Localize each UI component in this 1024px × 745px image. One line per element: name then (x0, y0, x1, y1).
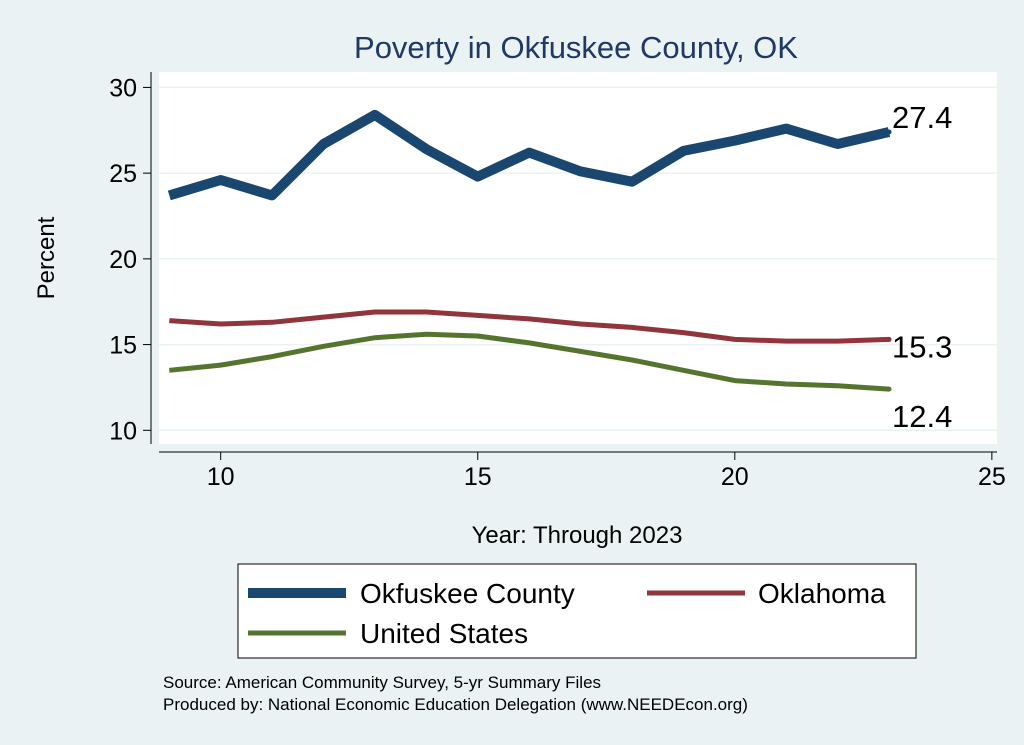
x-axis-title: Year: Through 2023 (472, 522, 683, 549)
end-point-oklahoma (886, 336, 892, 342)
x-tick-label-20: 20 (721, 463, 749, 491)
y-tick-label-10: 10 (109, 417, 137, 445)
series-lines (167, 109, 891, 392)
y-tick-label-30: 30 (109, 74, 137, 102)
end-label-united-states: 12.4 (892, 399, 952, 434)
end-label-okfuskee-county: 27.4 (892, 100, 952, 135)
x-tick-label-25: 25 (978, 463, 1006, 491)
series-line-oklahoma (169, 309, 890, 344)
x-ticks: 10 15 20 25 (207, 452, 1006, 491)
legend: Okfuskee County Oklahoma United States (237, 563, 917, 659)
source-note: Source: American Community Survey, 5-yr … (163, 673, 601, 692)
legend-box (237, 563, 917, 659)
legend-label-united-states: United States (360, 618, 528, 649)
end-point-okfuskee-county (886, 129, 892, 135)
x-tick-label-15: 15 (464, 463, 492, 491)
y-axis: 10 15 20 25 30 (109, 72, 152, 445)
x-tick-label-10: 10 (207, 463, 235, 491)
y-tick-label-25: 25 (109, 160, 137, 188)
legend-label-oklahoma: Oklahoma (758, 578, 886, 609)
chart-title: Poverty in Okfuskee County, OK (354, 30, 798, 65)
y-tick-label-15: 15 (109, 332, 137, 360)
end-label-oklahoma: 15.3 (892, 329, 952, 364)
y-tick-label-20: 20 (109, 246, 137, 274)
legend-label-okfuskee: Okfuskee County (360, 578, 575, 609)
end-labels: 27.4 15.3 12.4 (886, 100, 952, 434)
produced-by-note: Produced by: National Economic Education… (163, 695, 748, 714)
y-axis-title: Percent (33, 216, 60, 299)
end-point-united-states (886, 386, 892, 392)
x-axis: 10 15 20 25 (159, 451, 1006, 491)
series-line-united-states (169, 331, 890, 392)
series-line-okfuskee-county (167, 109, 891, 201)
plot-area (159, 72, 997, 444)
y-ticks: 10 15 20 25 30 (109, 74, 151, 445)
